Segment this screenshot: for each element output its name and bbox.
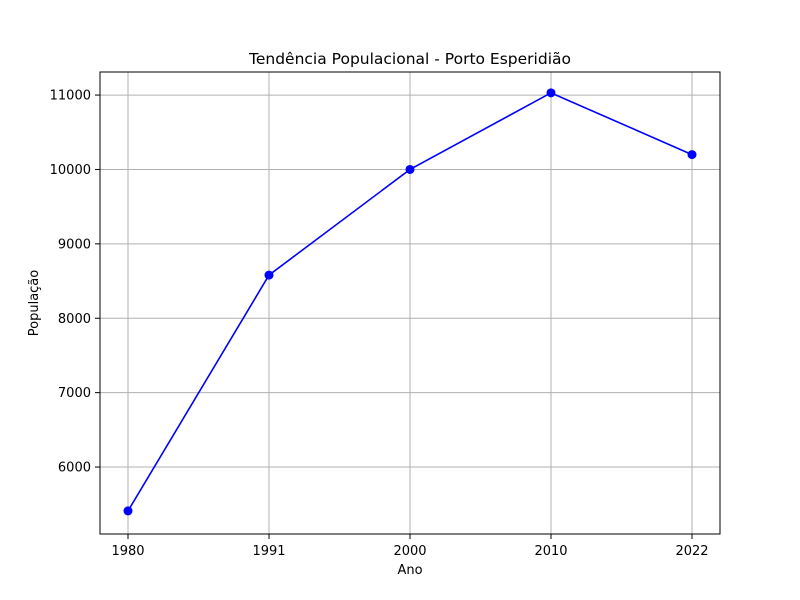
x-tick-label: 2010	[534, 544, 567, 559]
grid	[100, 72, 720, 534]
data-point-1991	[264, 270, 274, 280]
y-tick-label: 10000	[50, 163, 91, 178]
data-point-2010	[546, 88, 556, 98]
y-axis-label: População	[27, 270, 42, 337]
data-point-2000	[405, 164, 415, 174]
y-tick-label: 11000	[50, 89, 91, 104]
chart-title: Tendência Populacional - Porto Esperidiã…	[248, 50, 571, 68]
y-tick-label: 6000	[58, 461, 91, 476]
data-point-1980	[123, 506, 133, 516]
x-tick-label: 1991	[252, 544, 285, 559]
x-tick-label: 2000	[393, 544, 426, 559]
y-tick-label: 7000	[58, 386, 91, 401]
data-point-2022	[687, 150, 697, 160]
y-tick-label: 9000	[58, 237, 91, 252]
y-axis: 6000 7000 8000 9000 10000 11000	[50, 89, 100, 476]
x-tick-label: 2022	[675, 544, 708, 559]
x-axis-label: Ano	[397, 563, 422, 578]
x-axis: 1980 1991 2000 2010 2022	[111, 534, 709, 559]
y-tick-label: 8000	[58, 312, 91, 327]
series-layer	[123, 88, 697, 516]
x-tick-label: 1980	[111, 544, 144, 559]
